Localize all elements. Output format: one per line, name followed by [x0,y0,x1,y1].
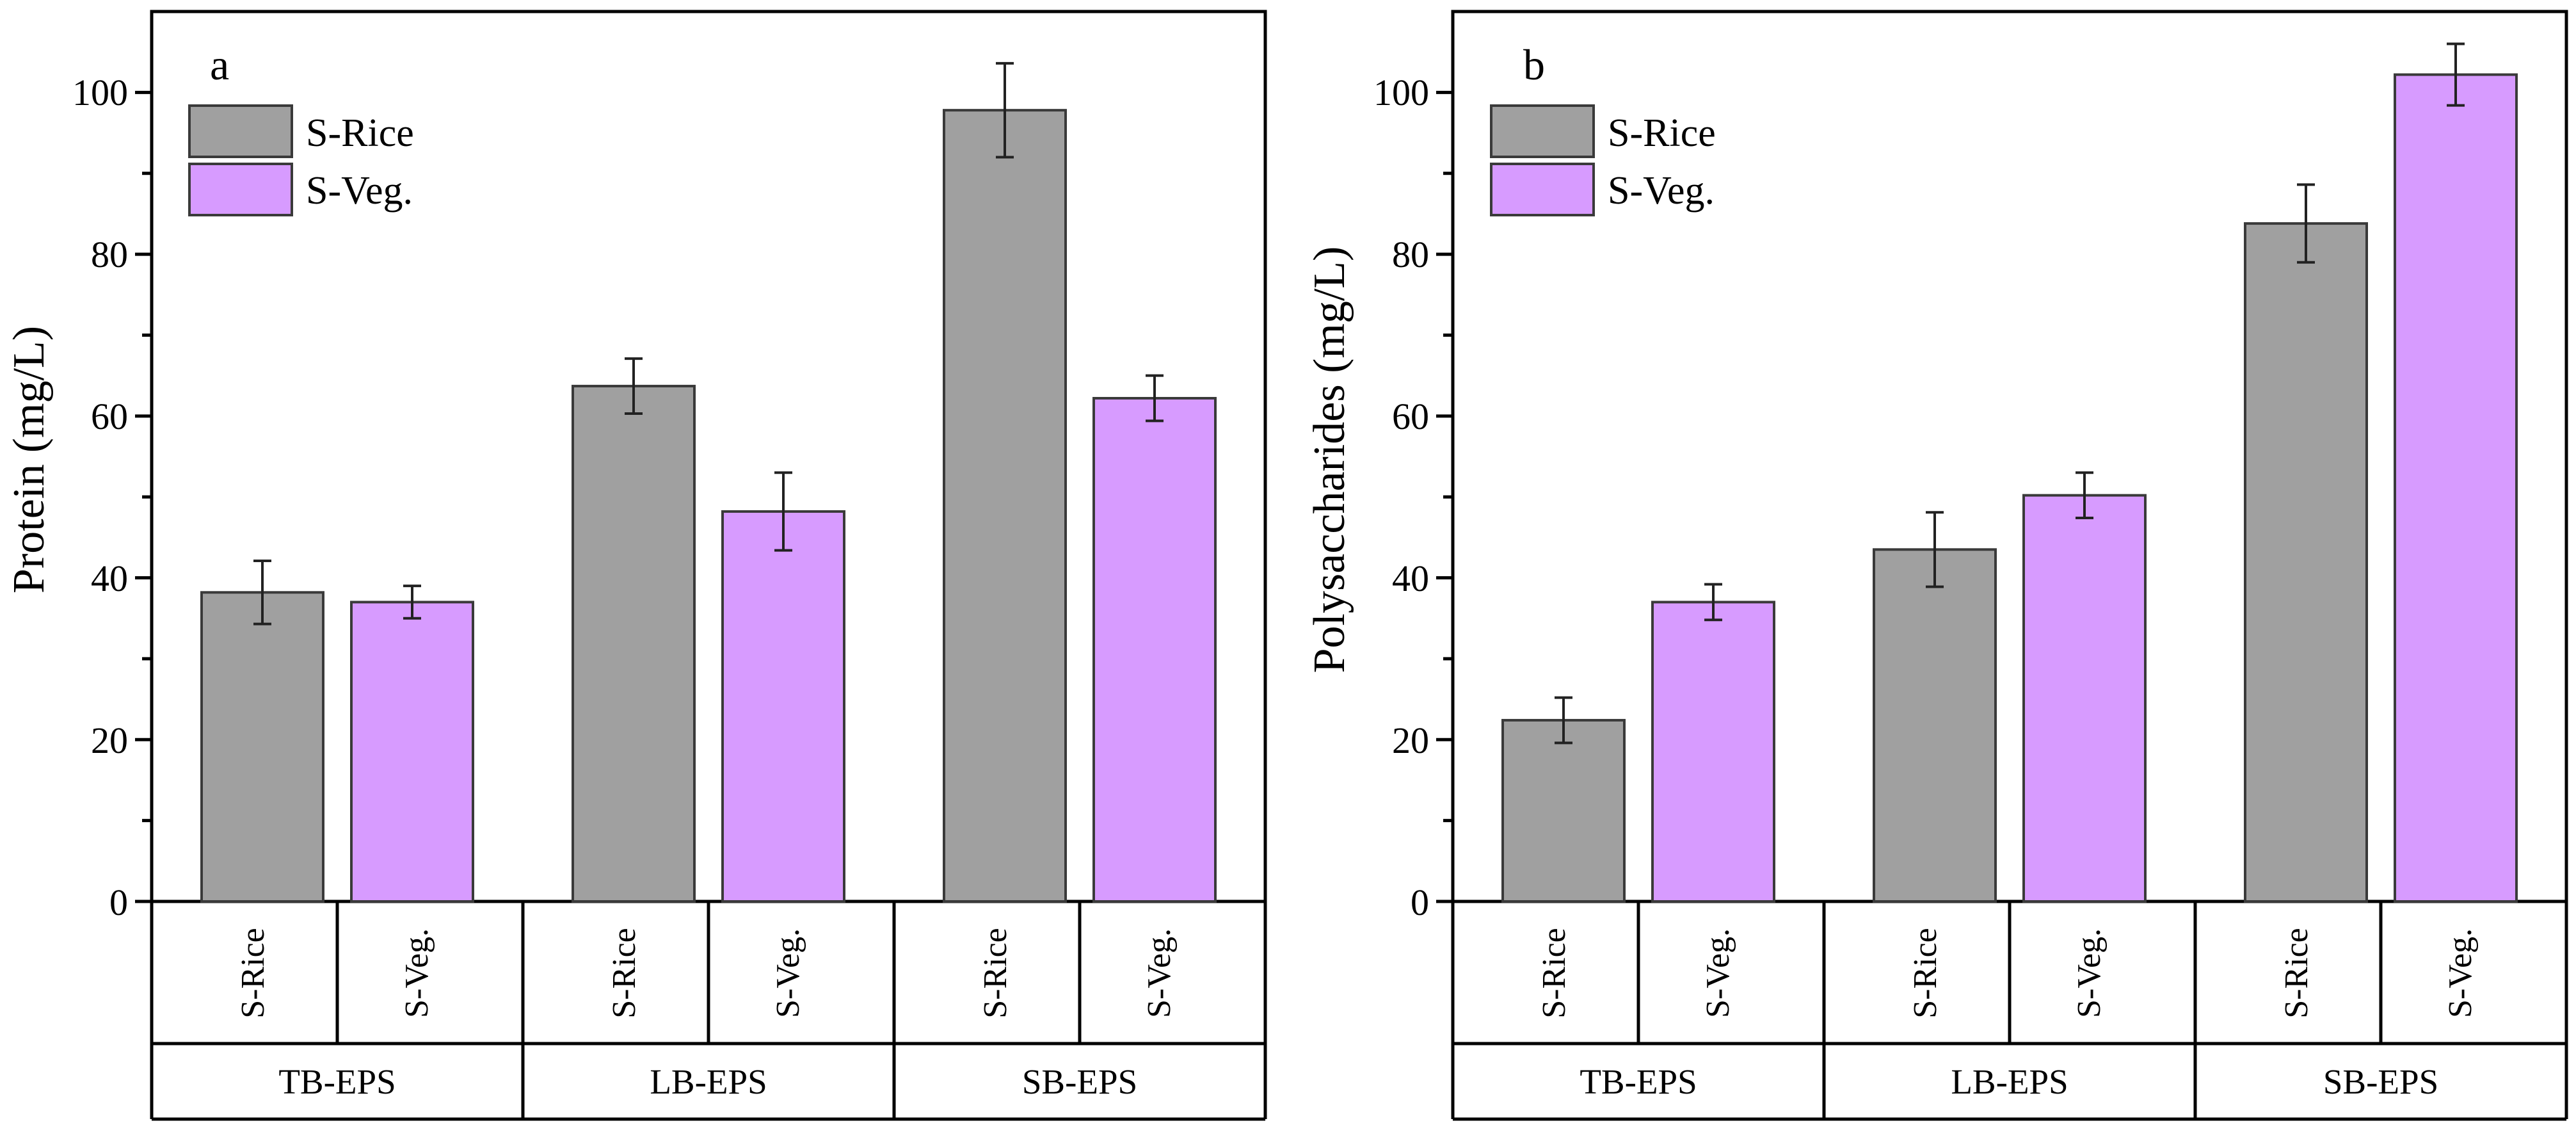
error-bars-a [253,61,1164,626]
x-cat-label: S-Rice [1536,928,1572,1019]
y-tick-label-0: 0 [109,882,128,923]
panel-a: 0 20 40 60 80 100 Protein (mg/L) a S-Ric… [4,10,1267,1121]
bar-sb-eps-s-rice [943,109,1067,903]
error-bar-lb-eps-s-rice [625,357,643,416]
x-cat-label: S-Veg. [1700,928,1736,1018]
error-bar-tb-eps-s-veg [1704,583,1722,622]
legend-swatch-s-veg [188,163,293,216]
legend-swatch-s-veg [1490,163,1595,216]
legend-b: S-Rice S-Veg. [1490,104,1716,216]
x-cat-label: S-Veg. [1141,928,1178,1018]
error-bar-tb-eps-s-rice [253,560,271,626]
y-tick-label-0: 0 [1411,882,1429,923]
x-group-label-tb-eps: TB-EPS [1580,1062,1697,1101]
x-group-label-sb-eps: SB-EPS [1022,1062,1137,1101]
y-tick-label-40: 40 [1392,558,1429,599]
panel-b: 0 20 40 60 80 100 Polysaccharides (mg/L)… [1305,10,2568,1121]
x-cat-label: S-Veg. [2442,928,2479,1018]
bar-tb-eps-s-veg [350,601,474,903]
category-table-a [150,901,1267,1121]
x-cat-label: S-Rice [1907,928,1944,1019]
error-bars-b [1555,42,2465,745]
legend-label-s-veg: S-Veg. [306,169,413,213]
panel-label-a: a [210,40,229,89]
x-cat-label: S-Rice [606,928,643,1019]
x-cat-label: S-Rice [235,928,271,1019]
x-cat-label: S-Veg. [399,928,435,1018]
bar-lb-eps-s-veg [2022,494,2147,903]
bar-tb-eps-s-rice [1501,718,1626,903]
error-bar-sb-eps-s-rice [2297,183,2315,264]
legend-swatch-s-rice [1490,104,1595,158]
bar-sb-eps-s-veg [2394,73,2518,903]
y-tick-label-60: 60 [1392,396,1429,437]
y-tick-label-20: 20 [1392,720,1429,761]
y-tick-label-20: 20 [91,720,128,761]
y-tick-label-80: 80 [1392,234,1429,275]
bars-a [200,109,1217,903]
legend-a: S-Rice S-Veg. [188,104,414,216]
bar-lb-eps-s-rice [572,385,696,903]
y-tick-label-100: 100 [1373,72,1429,113]
error-bar-lb-eps-s-rice [1926,511,1944,588]
x-cat-label: S-Veg. [2071,928,2108,1018]
bar-lb-eps-s-rice [1873,548,1997,903]
bar-sb-eps-s-rice [2244,222,2368,903]
x-group-label-lb-eps: LB-EPS [650,1062,767,1101]
panel-label-b: b [1523,40,1545,89]
error-bar-lb-eps-s-veg [2076,471,2093,520]
x-group-label-lb-eps: LB-EPS [1951,1062,2068,1101]
legend-swatch-s-rice [188,104,293,158]
y-axis-label-a: Protein (mg/L) [4,326,54,593]
x-cat-label: S-Rice [2278,928,2315,1019]
legend-label-s-rice: S-Rice [306,111,414,155]
legend-label-s-veg: S-Veg. [1608,169,1715,213]
y-tick-label-80: 80 [91,234,128,275]
error-bar-tb-eps-s-veg [403,585,421,620]
category-table-b [1451,901,2568,1121]
y-tick-label-60: 60 [91,396,128,437]
error-bar-tb-eps-s-rice [1555,696,1572,745]
bar-sb-eps-s-veg [1092,397,1217,903]
error-bar-sb-eps-s-rice [996,61,1014,159]
bar-lb-eps-s-veg [721,510,845,903]
y-ticks-a [135,90,152,903]
legend-label-s-rice: S-Rice [1608,111,1716,155]
bar-tb-eps-s-veg [1651,601,1775,903]
x-group-label-tb-eps: TB-EPS [278,1062,396,1101]
bar-tb-eps-s-rice [200,591,324,903]
error-bar-sb-eps-s-veg [1146,374,1164,423]
bars-b [1501,73,2518,903]
x-group-label-sb-eps: SB-EPS [2323,1062,2438,1101]
y-tick-label-100: 100 [72,72,128,113]
y-axis-label-b: Polysaccharides (mg/L) [1305,246,1354,674]
x-cat-label: S-Rice [977,928,1014,1019]
error-bar-lb-eps-s-veg [774,471,792,552]
x-cat-label: S-Veg. [770,928,806,1018]
error-bar-sb-eps-s-veg [2447,42,2465,107]
y-ticks-b [1436,90,1453,903]
y-tick-label-40: 40 [91,558,128,599]
